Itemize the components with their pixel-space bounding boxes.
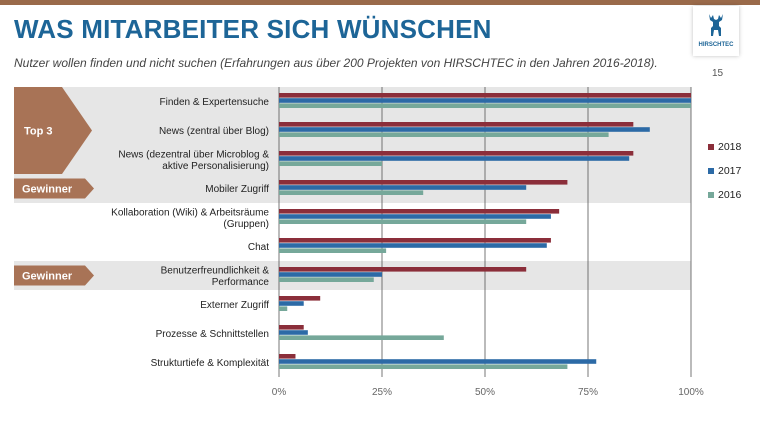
legend-label: 2016 (718, 189, 742, 201)
bar-2016-4 (279, 219, 527, 224)
company-logo: HIRSCHTEC (693, 6, 739, 56)
legend-label: 2017 (718, 165, 742, 177)
logo-wordmark: HIRSCHTEC (698, 42, 734, 48)
category-label: Kollaboration (Wiki) & Arbeitsräume (111, 207, 269, 218)
x-tick-label: 75% (578, 387, 598, 398)
category-labels: Finden & Expertensuche News (zentral über… (111, 97, 269, 369)
category-label: Finden & Expertensuche (159, 97, 269, 108)
bar-2017-2 (279, 156, 630, 161)
bar-2016-2 (279, 161, 382, 166)
bar-2017-4 (279, 214, 551, 219)
bars (279, 93, 691, 369)
x-tick-label: 25% (372, 387, 392, 398)
badge-arrow-2 (14, 265, 94, 286)
bar-2016-9 (279, 364, 568, 369)
page-number: 15 (712, 68, 724, 79)
legend: 2018 2017 2016 (708, 141, 742, 201)
bar-2017-7 (279, 301, 304, 306)
legend-swatch-2016 (708, 192, 714, 198)
legend-swatch-2017 (708, 168, 714, 174)
bar-2017-8 (279, 330, 308, 335)
slide-subtitle: Nutzer wollen finden und nicht suchen (E… (14, 56, 658, 70)
category-label: Strukturtiefe & Komplexität (151, 358, 270, 369)
bar-2017-6 (279, 272, 382, 277)
category-label: (Gruppen) (223, 219, 269, 230)
x-tick-label: 100% (678, 387, 704, 398)
x-tick-label: 0% (272, 387, 287, 398)
bar-2017-0 (279, 98, 691, 103)
x-axis-ticks: 0% 25% 50% 75% 100% (272, 387, 704, 398)
category-label: Benutzerfreundlichkeit & (161, 265, 270, 276)
bar-2016-1 (279, 132, 609, 137)
bar-2018-5 (279, 238, 551, 243)
bar-2018-7 (279, 296, 321, 301)
bar-2018-0 (279, 93, 691, 98)
badge-arrow-0 (14, 87, 92, 174)
bar-2017-3 (279, 185, 527, 190)
bar-2016-3 (279, 190, 424, 195)
category-label: Mobiler Zugriff (205, 184, 269, 195)
category-label: Performance (212, 277, 270, 288)
bar-2016-7 (279, 306, 288, 311)
category-label: Externer Zugriff (200, 300, 269, 311)
badge-label: Gewinner (22, 184, 73, 196)
bar-2018-3 (279, 180, 568, 185)
bar-2018-4 (279, 209, 560, 214)
bar-2017-9 (279, 359, 597, 364)
category-label: aktive Personalisierung) (162, 161, 269, 172)
badge-label: Gewinner (22, 271, 73, 283)
bar-2016-0 (279, 103, 691, 108)
bar-2017-1 (279, 127, 650, 132)
category-label: Prozesse & Schnittstellen (156, 329, 269, 340)
bar-2017-5 (279, 243, 547, 248)
bar-2018-2 (279, 151, 634, 156)
bar-2018-9 (279, 354, 296, 359)
legend-swatch-2018 (708, 144, 714, 150)
category-label: Chat (248, 242, 269, 253)
bar-2018-8 (279, 325, 304, 330)
badge-label: Top 3 (24, 126, 53, 138)
x-tick-label: 50% (475, 387, 495, 398)
category-label: News (zentral über Blog) (159, 126, 269, 137)
bar-2018-1 (279, 122, 634, 127)
slide-title: WAS MITARBEITER SICH WÜNSCHEN (14, 14, 492, 44)
deer-logo-icon (709, 14, 723, 36)
badges: Top 3 Gewinner Gewinner (14, 87, 94, 286)
legend-label: 2018 (718, 141, 742, 153)
badge-arrow-1 (14, 178, 94, 199)
bar-2016-5 (279, 248, 387, 253)
category-label: News (dezentral über Microblog & (118, 149, 269, 160)
bar-2016-8 (279, 335, 444, 340)
bar-2016-6 (279, 277, 374, 282)
top-accent-stripe (0, 0, 760, 5)
bar-2018-6 (279, 267, 527, 272)
